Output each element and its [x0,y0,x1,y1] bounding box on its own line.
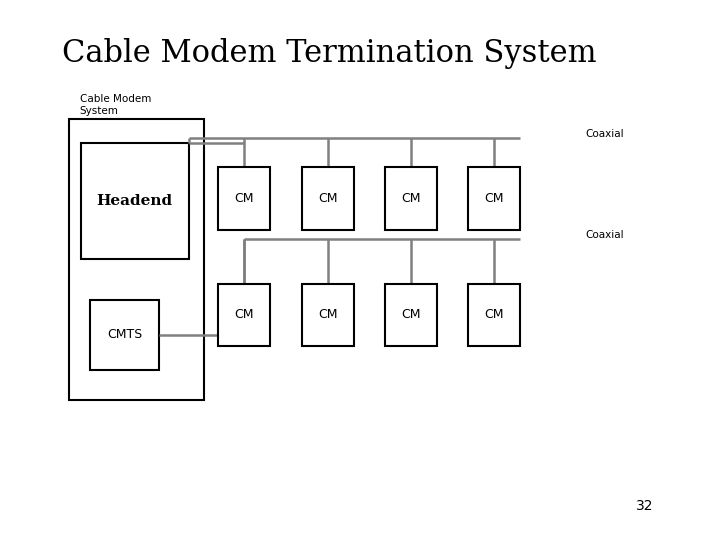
FancyBboxPatch shape [468,284,520,346]
FancyBboxPatch shape [302,284,354,346]
Text: Coaxial: Coaxial [585,230,624,240]
Text: CM: CM [484,192,503,205]
Text: CM: CM [401,308,420,321]
FancyBboxPatch shape [218,167,270,230]
FancyBboxPatch shape [468,167,520,230]
Text: 32: 32 [636,499,653,513]
FancyBboxPatch shape [81,143,189,259]
Text: CM: CM [235,192,254,205]
Text: CM: CM [318,192,337,205]
FancyBboxPatch shape [384,284,437,346]
Text: Cable Modem
System: Cable Modem System [80,94,151,116]
FancyBboxPatch shape [384,167,437,230]
Text: CM: CM [401,192,420,205]
Text: Coaxial: Coaxial [585,129,624,139]
FancyBboxPatch shape [90,300,159,370]
Text: Cable Modem Termination System: Cable Modem Termination System [63,38,597,69]
FancyBboxPatch shape [302,167,354,230]
Text: CM: CM [484,308,503,321]
Text: CMTS: CMTS [107,328,143,341]
Text: Headend: Headend [96,194,173,208]
Text: CM: CM [318,308,337,321]
FancyBboxPatch shape [218,284,270,346]
Text: CM: CM [235,308,254,321]
FancyBboxPatch shape [69,119,204,400]
